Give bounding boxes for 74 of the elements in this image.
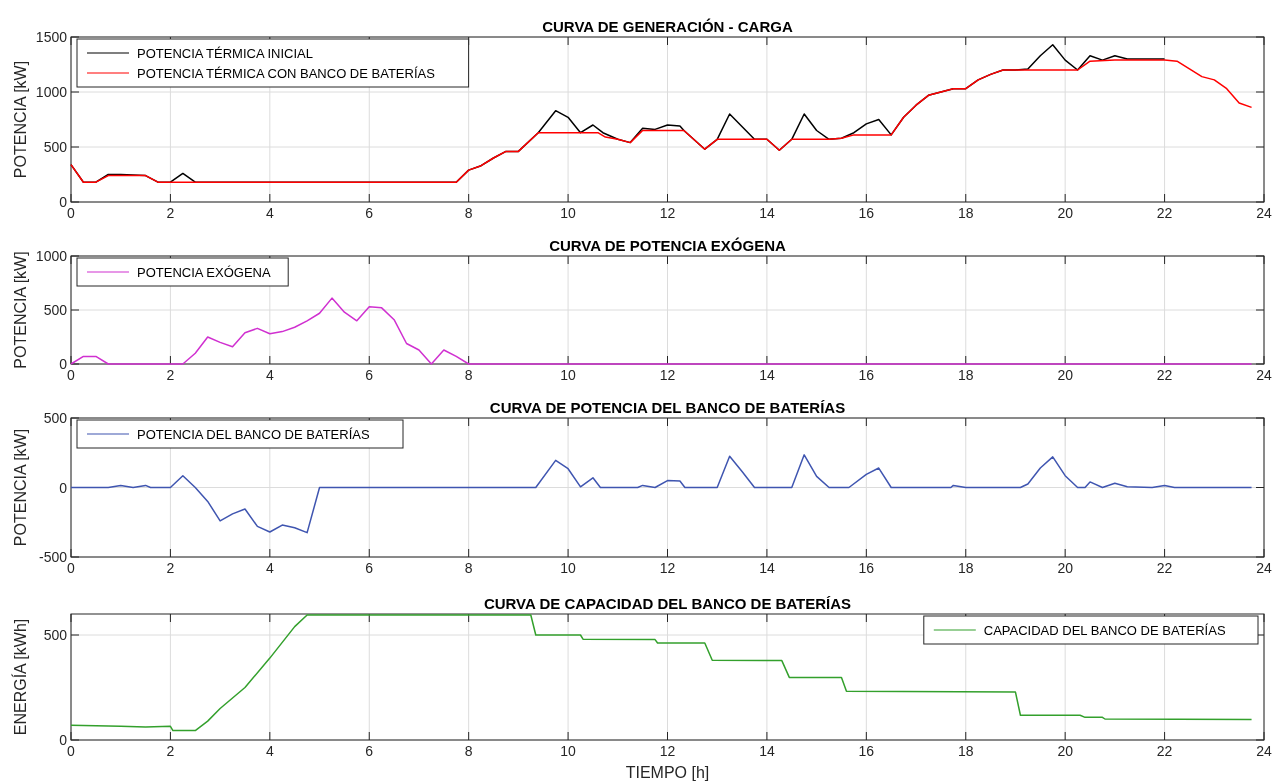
x-tick-label: 14 [759,205,775,221]
x-tick-label: 18 [957,560,974,576]
x-tick-label: 8 [464,205,473,221]
x-tick-label: 8 [464,743,473,759]
x-tick-label: 16 [858,743,875,759]
chart-title: CURVA DE GENERACIÓN - CARGA [542,18,793,35]
x-tick-label: 22 [1156,205,1173,221]
x-tick-label: 16 [858,367,875,383]
x-tick-label: 10 [560,560,577,576]
x-tick-label: 2 [166,367,175,383]
x-axis-title: TIEMPO [h] [625,764,710,781]
y-tick-label: 0 [59,479,68,496]
y-tick-label: 500 [43,410,68,426]
x-tick-label: 8 [464,367,473,383]
y-tick-label: 1000 [35,248,68,264]
x-tick-label: 10 [560,743,577,759]
x-tick-label: 24 [1256,560,1272,576]
y-tick-label: 0 [59,356,68,372]
y-tick-label: 500 [43,302,68,318]
y-tick-label: 0 [59,194,68,210]
x-tick-label: 4 [265,560,274,576]
x-tick-label: 6 [365,205,374,221]
chart-title: CURVA DE POTENCIA DEL BANCO DE BATERÍAS [489,399,846,416]
y-axis-title: POTENCIA [kW] [12,251,29,369]
x-tick-label: 2 [166,743,175,759]
x-tick-label: 6 [365,560,374,576]
x-tick-label: 4 [265,205,274,221]
y-axis-title: POTENCIA [kW] [12,60,29,179]
x-tick-label: 14 [759,560,775,576]
x-tick-label: 18 [957,205,974,221]
y-tick-label: 0 [59,732,68,748]
x-tick-label: 24 [1256,367,1272,383]
y-tick-label: 500 [43,627,68,643]
x-tick-label: 2 [166,205,175,221]
chart-title: CURVA DE POTENCIA EXÓGENA [549,237,787,254]
x-tick-label: 12 [659,743,676,759]
legend-label: POTENCIA TÉRMICA CON BANCO DE BATERÍAS [137,66,436,81]
x-tick-label: 20 [1057,367,1074,383]
x-tick-label: 20 [1057,743,1074,759]
x-tick-label: 20 [1057,560,1074,576]
x-tick-label: 10 [560,367,577,383]
x-tick-label: 18 [957,367,974,383]
x-tick-label: 2 [166,560,175,576]
x-tick-label: 12 [659,560,676,576]
x-tick-label: 16 [858,205,875,221]
legend-label: POTENCIA DEL BANCO DE BATERÍAS [137,427,370,442]
x-tick-label: 4 [265,743,274,759]
legend-label: POTENCIA TÉRMICA INICIAL [137,46,314,61]
y-tick-label: 1500 [35,29,68,45]
legend-label: CAPACIDAD DEL BANCO DE BATERÍAS [983,623,1226,638]
x-tick-label: 24 [1256,743,1272,759]
x-tick-label: 22 [1156,367,1173,383]
y-tick-label: 500 [43,139,68,155]
y-tick-label: 1000 [35,84,68,100]
x-tick-label: 22 [1156,560,1173,576]
x-tick-label: 12 [659,367,676,383]
x-tick-label: 10 [560,205,577,221]
x-tick-label: 16 [858,560,875,576]
x-tick-label: 6 [365,743,374,759]
x-tick-label: 4 [265,367,274,383]
x-tick-label: 14 [759,743,775,759]
y-tick-label: -500 [38,549,68,565]
x-tick-label: 12 [659,205,676,221]
x-tick-label: 24 [1256,205,1272,221]
y-axis-title: ENERGÍA [kWh] [11,618,29,736]
legend-label: POTENCIA EXÓGENA [137,265,271,280]
x-tick-label: 8 [464,560,473,576]
x-tick-label: 18 [957,743,974,759]
y-axis-title: POTENCIA [kW] [12,428,29,547]
x-tick-label: 22 [1156,743,1173,759]
chart-title: CURVA DE CAPACIDAD DEL BANCO DE BATERÍAS [483,595,852,612]
x-tick-label: 20 [1057,205,1074,221]
x-tick-label: 14 [759,367,775,383]
x-tick-label: 6 [365,367,374,383]
